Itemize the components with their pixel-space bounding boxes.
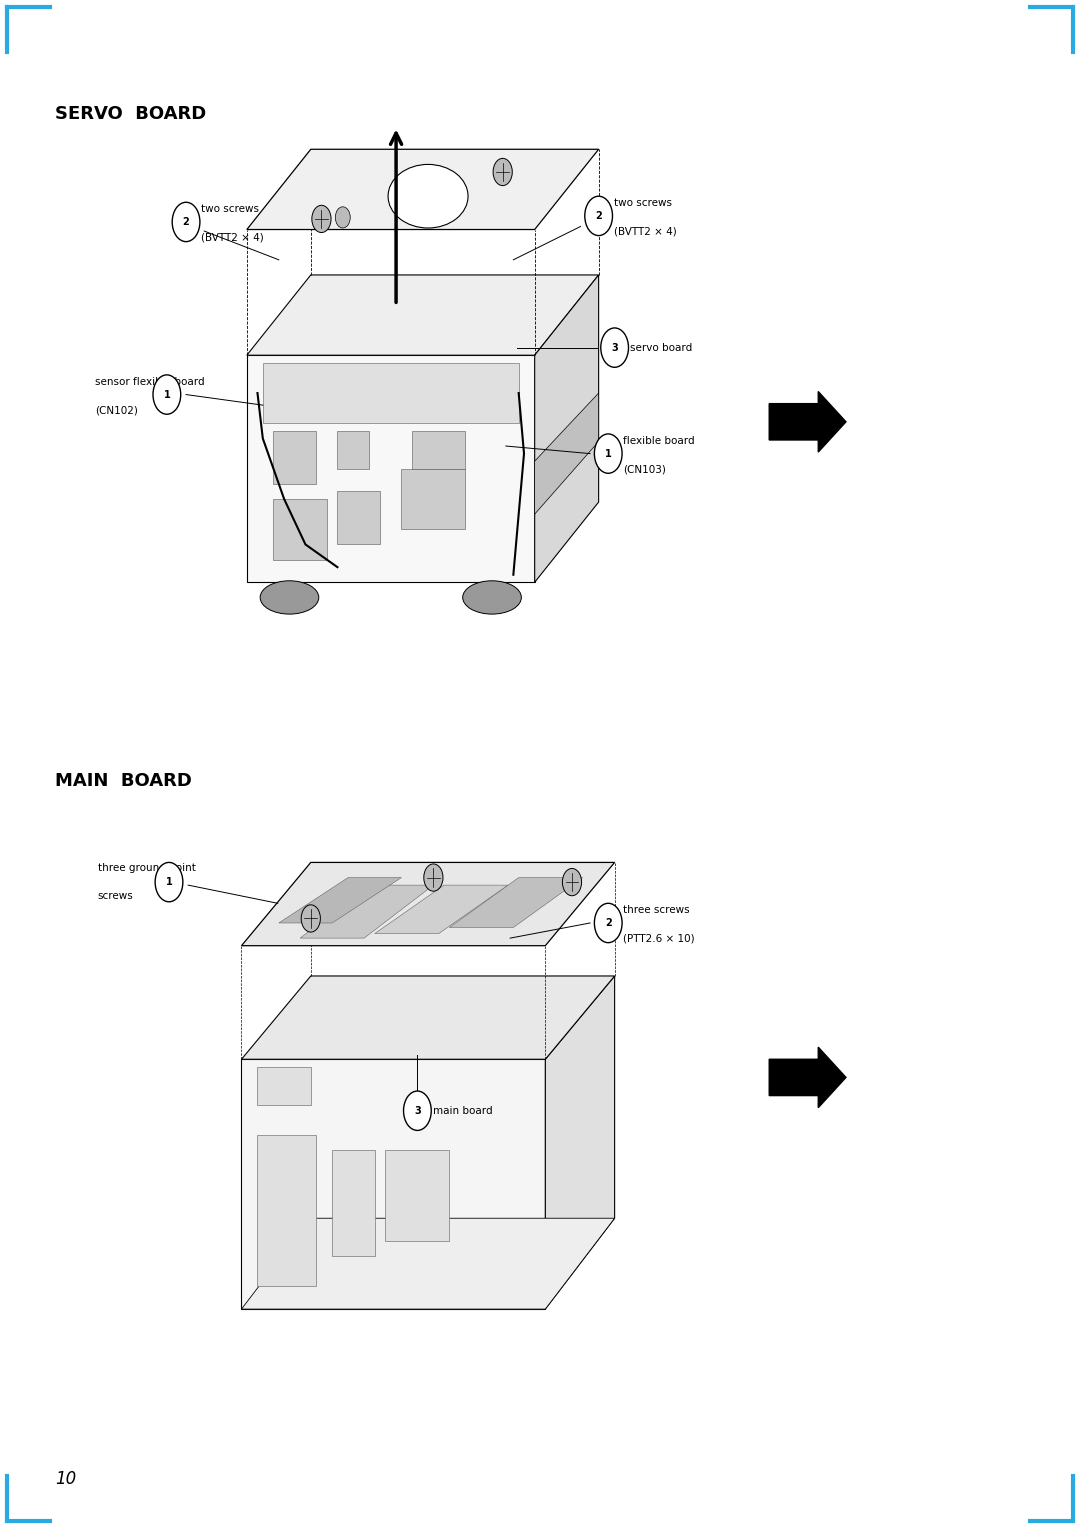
- Polygon shape: [279, 877, 402, 923]
- Polygon shape: [545, 976, 615, 1309]
- Circle shape: [494, 159, 512, 185]
- Text: MAIN  BOARD: MAIN BOARD: [55, 772, 192, 790]
- Text: two screws: two screws: [201, 205, 259, 214]
- Bar: [257, 1067, 311, 1105]
- Text: two screws: two screws: [613, 199, 672, 208]
- Circle shape: [301, 905, 321, 932]
- Polygon shape: [242, 976, 615, 1059]
- Bar: [257, 1135, 316, 1287]
- Bar: [337, 431, 369, 469]
- Circle shape: [594, 903, 622, 943]
- Circle shape: [153, 374, 180, 414]
- Circle shape: [172, 202, 200, 241]
- Polygon shape: [242, 1059, 545, 1309]
- Circle shape: [335, 206, 350, 228]
- Bar: [333, 1151, 375, 1256]
- Text: (BVTT2 × 4): (BVTT2 × 4): [613, 226, 676, 237]
- Circle shape: [312, 205, 332, 232]
- Text: 10: 10: [55, 1470, 77, 1488]
- Ellipse shape: [388, 165, 468, 228]
- Text: 1: 1: [165, 877, 173, 888]
- Polygon shape: [300, 885, 433, 938]
- Text: flexible board: flexible board: [623, 435, 694, 446]
- Bar: [273, 431, 316, 484]
- Text: (PTT2.6 × 10): (PTT2.6 × 10): [623, 934, 694, 944]
- Bar: [386, 1151, 449, 1241]
- Polygon shape: [535, 393, 598, 513]
- Polygon shape: [375, 885, 508, 934]
- Text: 1: 1: [163, 390, 171, 399]
- Circle shape: [594, 434, 622, 474]
- Bar: [273, 500, 327, 559]
- Bar: [402, 469, 465, 529]
- Text: (CN102): (CN102): [95, 405, 138, 416]
- Text: SERVO  BOARD: SERVO BOARD: [55, 105, 206, 124]
- Circle shape: [600, 329, 629, 367]
- Text: 3: 3: [611, 342, 618, 353]
- Circle shape: [563, 868, 581, 895]
- Bar: [337, 492, 380, 544]
- Circle shape: [156, 862, 183, 902]
- Polygon shape: [242, 862, 615, 946]
- Polygon shape: [247, 275, 598, 354]
- Text: 2: 2: [183, 217, 189, 228]
- Text: 3: 3: [414, 1106, 421, 1115]
- Circle shape: [423, 863, 443, 891]
- Text: three ground point: three ground point: [97, 863, 195, 872]
- Text: screws: screws: [97, 891, 133, 902]
- Polygon shape: [262, 362, 518, 423]
- Text: 2: 2: [595, 211, 602, 222]
- Ellipse shape: [260, 581, 319, 614]
- Text: sensor flexible board: sensor flexible board: [95, 377, 205, 387]
- Polygon shape: [535, 275, 598, 582]
- Polygon shape: [449, 877, 582, 927]
- Text: (BVTT2 × 4): (BVTT2 × 4): [201, 232, 264, 243]
- Ellipse shape: [462, 581, 522, 614]
- Text: 2: 2: [605, 918, 611, 927]
- Circle shape: [404, 1091, 431, 1131]
- Polygon shape: [247, 354, 535, 582]
- FancyArrow shape: [769, 1047, 846, 1108]
- Text: main board: main board: [433, 1106, 492, 1115]
- Circle shape: [584, 196, 612, 235]
- FancyArrow shape: [769, 391, 846, 452]
- Polygon shape: [242, 1218, 615, 1309]
- Text: servo board: servo board: [630, 342, 692, 353]
- Text: three screws: three screws: [623, 906, 690, 915]
- Polygon shape: [247, 150, 598, 229]
- Bar: [413, 431, 465, 469]
- Text: (CN103): (CN103): [623, 465, 666, 474]
- Text: 1: 1: [605, 449, 611, 458]
